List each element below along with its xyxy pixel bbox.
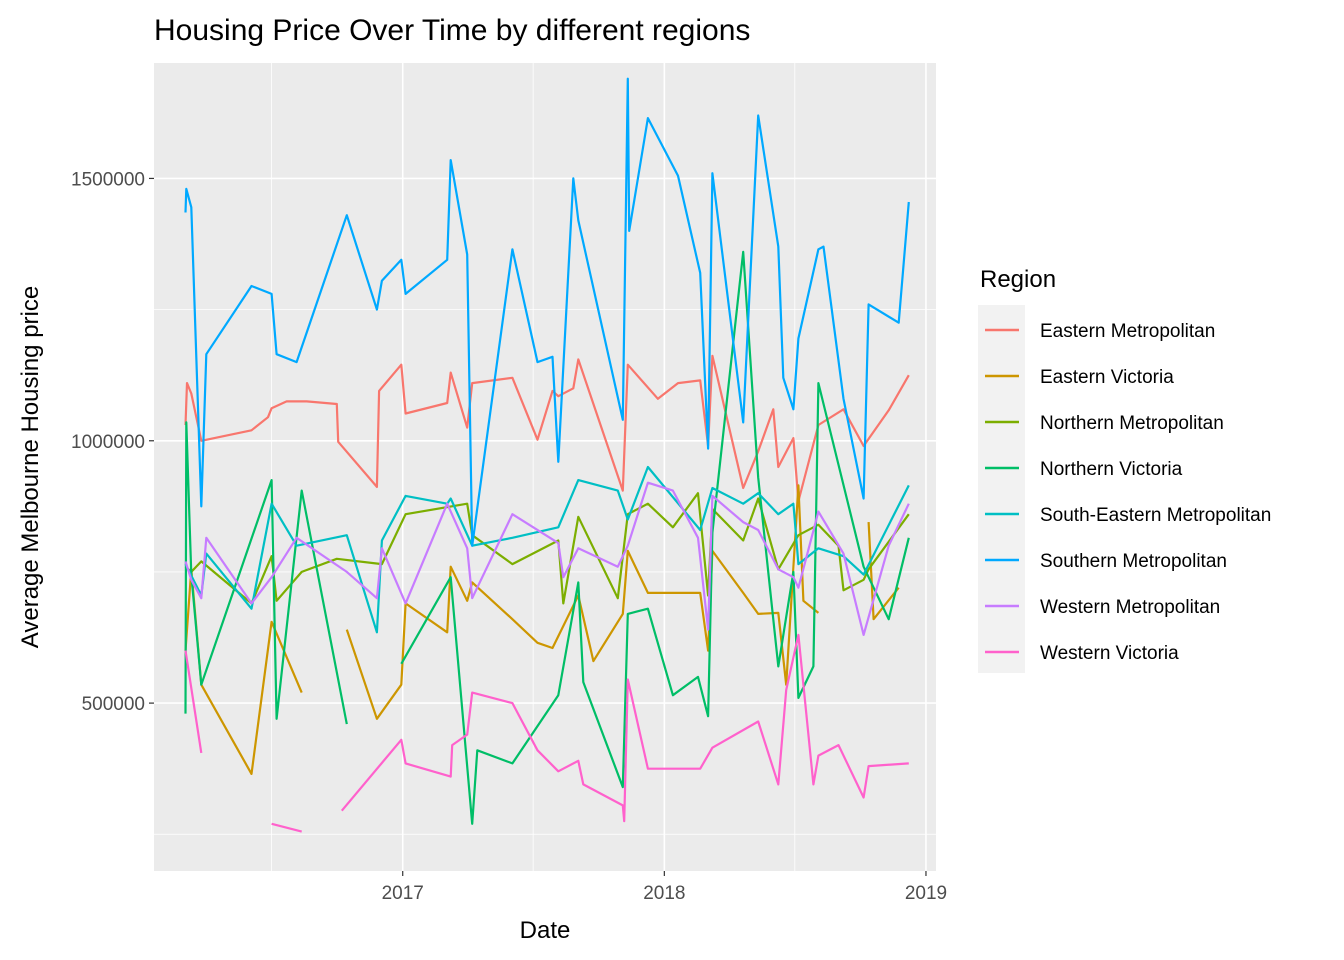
legend: Region Eastern Metropolitan Eastern Victo… xyxy=(978,266,1271,673)
y-tick-label: 500000 xyxy=(82,694,145,715)
legend-label-southern-metropolitan: Southern Metropolitan xyxy=(1040,551,1227,572)
series-line-eastern-victoria xyxy=(184,484,900,775)
x-tick-label: 2018 xyxy=(643,883,685,904)
legend-label-northern-metropolitan: Northern Metropolitan xyxy=(1040,413,1224,434)
x-tick-label: 2017 xyxy=(382,883,424,904)
y-tick-label: 1000000 xyxy=(71,432,145,453)
plot-panel xyxy=(154,63,936,871)
legend-label-south-eastern-metropolitan: South-Eastern Metropolitan xyxy=(1040,505,1271,526)
series-lines xyxy=(184,77,910,833)
chart-title: Housing Price Over Time by different reg… xyxy=(154,14,750,47)
series-line-southern-metropolitan xyxy=(184,77,910,547)
legend-label-northern-victoria: Northern Victoria xyxy=(1040,459,1183,480)
legend-title: Region xyxy=(980,266,1056,293)
y-tick-label: 1500000 xyxy=(71,169,145,190)
x-axis-title: Date xyxy=(520,917,571,944)
legend-label-western-metropolitan: Western Metropolitan xyxy=(1040,597,1220,618)
legend-label-eastern-metropolitan: Eastern Metropolitan xyxy=(1040,321,1215,342)
series-line-northern-metropolitan xyxy=(184,492,910,605)
legend-label-western-victoria: Western Victoria xyxy=(1040,643,1179,664)
legend-label-eastern-victoria: Eastern Victoria xyxy=(1040,367,1174,388)
series-line-south-eastern-metropolitan xyxy=(184,465,910,634)
y-axis-title: Average Melbourne Housing price xyxy=(17,286,44,648)
series-line-western-victoria xyxy=(184,633,909,833)
series-line-eastern-metropolitan xyxy=(184,354,910,503)
x-tick-label: 2019 xyxy=(905,883,947,904)
series-line-western-metropolitan xyxy=(184,481,910,636)
x-axis: 2017 2018 2019 xyxy=(382,871,947,904)
legend-key-background xyxy=(978,305,1025,673)
y-axis: 500000 1000000 1500000 xyxy=(71,169,154,715)
